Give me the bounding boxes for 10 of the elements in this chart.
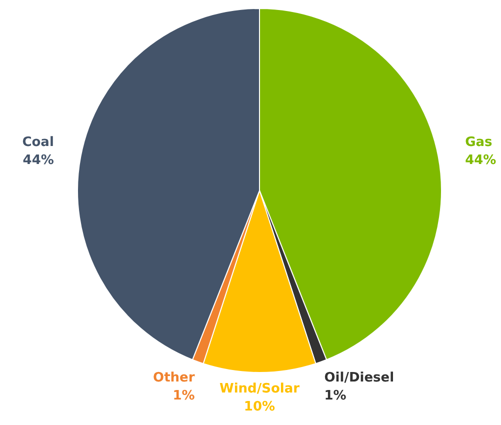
data-label: 1% <box>324 388 346 404</box>
data-label: 10% <box>244 400 276 415</box>
data-label: 44% <box>465 152 496 168</box>
slice-label: Gas <box>465 134 493 150</box>
slice-label: Coal <box>22 134 54 150</box>
slice-label: Other <box>153 370 196 386</box>
data-label: 44% <box>22 152 54 168</box>
data-label: 1% <box>172 388 195 404</box>
slice-label: Oil/Diesel <box>324 370 394 386</box>
slice-label: Wind/Solar <box>219 382 300 397</box>
